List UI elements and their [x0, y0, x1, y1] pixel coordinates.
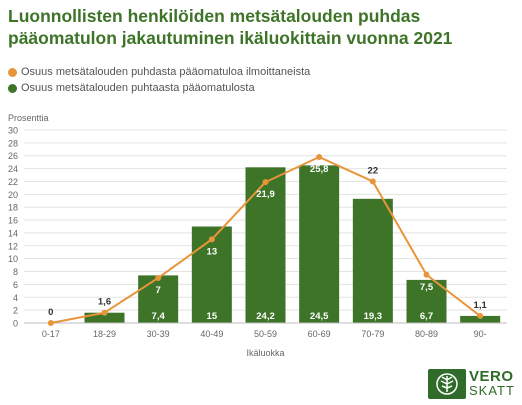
bar-value-label: 19,3 [364, 311, 383, 322]
x-tick-label: 90- [474, 329, 487, 339]
bar [191, 226, 232, 323]
x-tick-label: 70-79 [361, 329, 384, 339]
y-tick-label: 16 [8, 216, 18, 226]
line-value-label: 25,8 [310, 164, 329, 175]
y-tick-label: 8 [13, 267, 18, 277]
bar [460, 315, 501, 323]
x-tick-label: 60-69 [308, 329, 331, 339]
line-value-label: 1,1 [474, 300, 488, 311]
bar-value-label: 24,2 [256, 311, 275, 322]
chart-title: Luonnollisten henkilöiden metsätalouden … [8, 6, 453, 48]
legend-label-line: Osuus metsätalouden puhdasta pääomatuloa… [21, 66, 311, 78]
bar-value-label: 15 [207, 311, 218, 322]
x-tick-label: 80-89 [415, 329, 438, 339]
line-value-label: 13 [207, 246, 218, 257]
bar [138, 275, 179, 323]
x-tick-label: 40-49 [200, 329, 223, 339]
line-point [369, 178, 376, 185]
line-point [477, 312, 484, 319]
legend-swatch-line [8, 67, 17, 77]
legend: Osuus metsätalouden puhdasta pääomatuloa… [8, 64, 310, 96]
bar [406, 279, 447, 323]
y-tick-label: 28 [8, 138, 18, 148]
bar-value-label: 6,7 [420, 311, 433, 322]
y-tick-label: 2 [13, 306, 18, 316]
bar [84, 312, 125, 323]
line-point [423, 271, 430, 278]
line-value-label: 21,9 [256, 189, 275, 200]
line-value-label: 1,6 [98, 297, 111, 308]
line-point [101, 309, 108, 316]
logo-line2: SKATT [469, 383, 515, 398]
y-tick-label: 12 [8, 241, 18, 251]
line-value-label: 22 [368, 165, 379, 176]
y-tick-label: 14 [8, 228, 18, 238]
bar [352, 198, 393, 323]
logo-text: VERO SKATT [469, 368, 515, 398]
y-tick-label: 18 [8, 203, 18, 213]
x-tick-label: 0-17 [42, 329, 60, 339]
x-tick-label: 18-29 [93, 329, 116, 339]
y-tick-label: 10 [8, 254, 18, 264]
legend-label-bar: Osuus metsätalouden puhtaasta pääomatulo… [21, 82, 255, 94]
line-value-label: 7 [156, 285, 161, 296]
y-tick-label: 30 [8, 126, 18, 136]
line-value-label: 0 [48, 307, 53, 318]
y-tick-label: 24 [8, 164, 18, 174]
legend-swatch-bar [8, 83, 17, 93]
bar-value-label: 7,4 [152, 311, 166, 322]
line-point [155, 274, 162, 281]
bar [299, 165, 340, 323]
vero-skatt-logo: VERO SKATT [428, 369, 515, 399]
y-tick-label: 22 [8, 177, 18, 187]
y-tick-label: 20 [8, 190, 18, 200]
y-tick-label: 26 [8, 151, 18, 161]
line-value-label: 7,5 [420, 282, 434, 293]
bar [245, 167, 286, 323]
y-axis-title: Prosenttia [8, 113, 49, 123]
y-tick-label: 0 [13, 319, 18, 329]
line-point [47, 320, 54, 326]
y-tick-label: 6 [13, 280, 18, 290]
line-point [316, 154, 323, 161]
x-axis-title: Ikäluokka [246, 348, 284, 358]
line-point [208, 236, 215, 243]
legend-item-bar: Osuus metsätalouden puhtaasta pääomatulo… [8, 80, 310, 96]
x-tick-label: 30-39 [147, 329, 170, 339]
line-point [262, 179, 269, 186]
x-tick-label: 50-59 [254, 329, 277, 339]
legend-item-line: Osuus metsätalouden puhdasta pääomatuloa… [8, 64, 310, 80]
y-tick-label: 4 [13, 293, 18, 303]
logo-line1: VERO [469, 368, 514, 385]
tree-emblem-icon [428, 369, 466, 399]
bar-value-label: 24,5 [310, 311, 329, 322]
